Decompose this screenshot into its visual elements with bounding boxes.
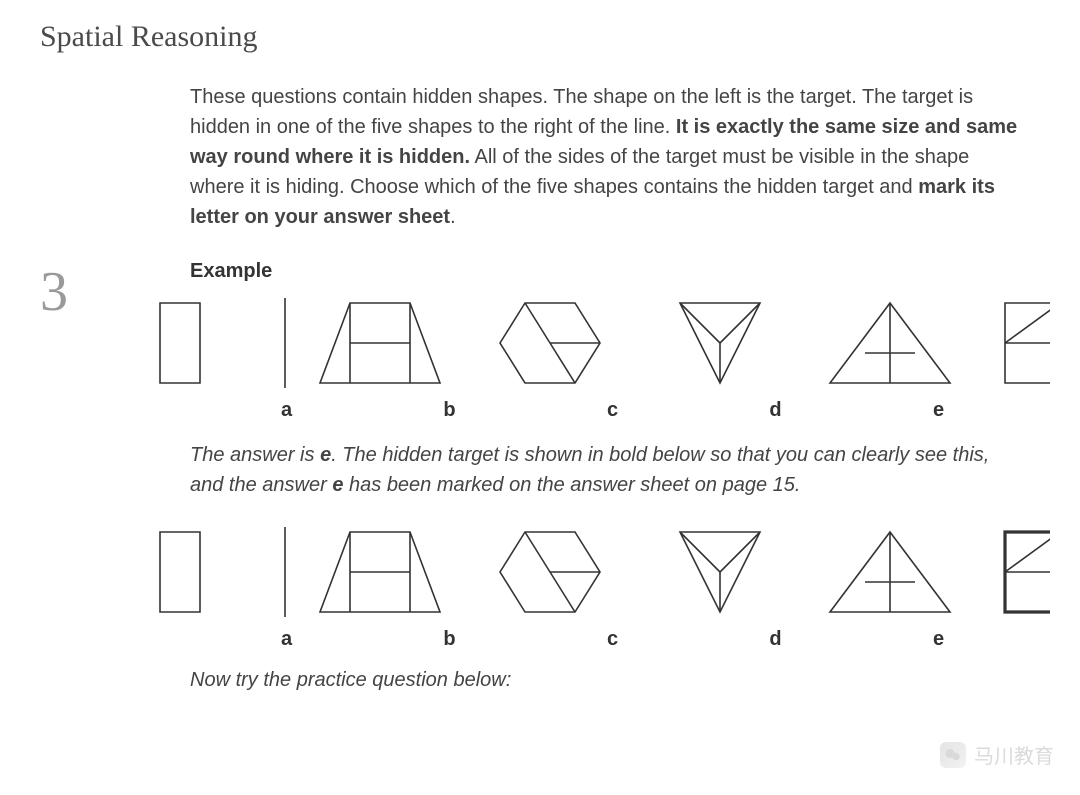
option-label-c: c xyxy=(531,399,694,422)
option-label-e2: e xyxy=(857,628,1020,651)
option-label-d2: d xyxy=(694,628,857,651)
answer-letter2: e xyxy=(332,474,343,496)
answer-row: a b c d e xyxy=(110,522,1020,651)
option-label-c2: c xyxy=(531,628,694,651)
option-labels-row2: a b c d e xyxy=(205,628,1020,651)
answer-p1a: The answer is xyxy=(190,444,320,466)
example-row: a b c d e xyxy=(110,293,1020,422)
section-number: 3 xyxy=(40,260,68,324)
option-label-a: a xyxy=(205,399,368,422)
practice-prompt: Now try the practice question below: xyxy=(190,669,1020,692)
option-label-d: d xyxy=(694,399,857,422)
option-label-e: e xyxy=(857,399,1020,422)
answer-shapes-svg xyxy=(110,522,1050,622)
watermark-text: 马川教育 xyxy=(974,740,1054,769)
option-label-b: b xyxy=(368,399,531,422)
answer-letter1: e xyxy=(320,444,331,466)
instructions-text: These questions contain hidden shapes. T… xyxy=(190,82,1020,232)
watermark: 马川教育 xyxy=(940,740,1054,769)
option-label-b2: b xyxy=(368,628,531,651)
example-shapes-svg xyxy=(110,293,1050,393)
answer-explanation: The answer is e. The hidden target is sh… xyxy=(190,440,1020,500)
example-heading: Example xyxy=(190,260,1020,283)
answer-p1e: has been marked on the answer sheet on p… xyxy=(343,474,800,496)
intro-part3: . xyxy=(450,206,456,228)
option-label-a2: a xyxy=(205,628,368,651)
option-labels-row1: a b c d e xyxy=(205,399,1020,422)
wechat-icon xyxy=(940,742,966,768)
page-title: Spatial Reasoning xyxy=(40,20,1040,54)
